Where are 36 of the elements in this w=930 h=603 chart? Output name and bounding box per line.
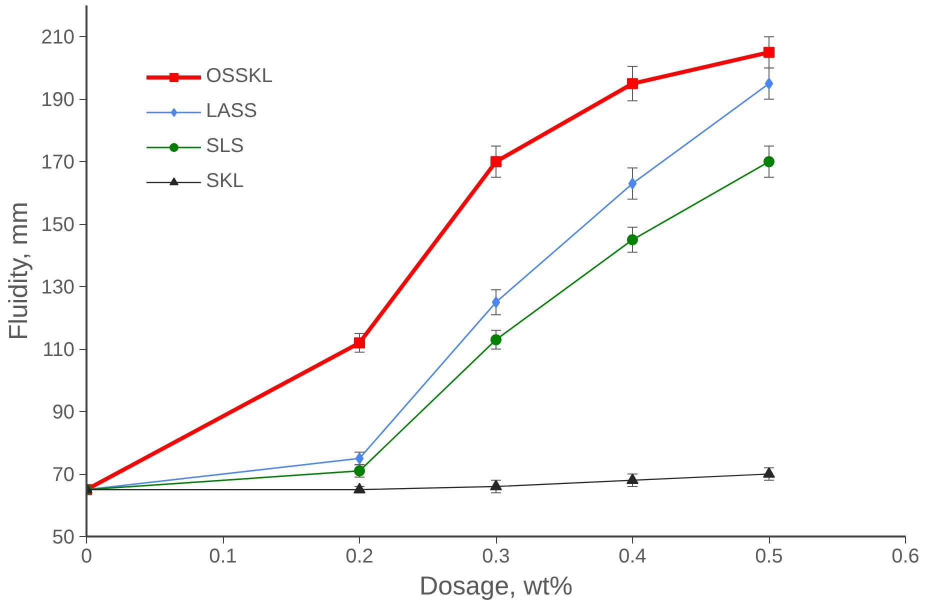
point — [354, 482, 366, 494]
legend-label: SLS — [206, 135, 244, 158]
x-tick-label: 0.4 — [618, 546, 646, 568]
x-tick-label: 0.3 — [482, 546, 510, 568]
x-tick-label: 0.2 — [346, 546, 374, 568]
point — [627, 234, 638, 246]
x-tick-label: 0.5 — [755, 546, 783, 568]
point — [354, 337, 365, 348]
y-tick-label: 90 — [52, 402, 75, 424]
point — [628, 178, 637, 190]
x-tick-label: 0.6 — [892, 546, 920, 568]
point — [764, 156, 774, 168]
point — [626, 473, 638, 484]
y-axis-title: Fluidity, mm — [3, 202, 34, 340]
legend-label: SKL — [206, 170, 244, 193]
y-tick-label: 150 — [41, 214, 75, 236]
point — [627, 78, 638, 90]
point — [764, 46, 774, 58]
point — [492, 296, 500, 308]
point — [490, 156, 502, 168]
y-tick-label: 210 — [41, 26, 75, 49]
y-tick-label: 190 — [41, 89, 75, 112]
y-tick-label: 130 — [41, 276, 75, 299]
x-tick-label: 0.1 — [209, 546, 237, 568]
y-tick-label: 70 — [52, 464, 75, 486]
point — [763, 467, 775, 478]
point — [490, 480, 502, 490]
x-tick-label: 0 — [80, 546, 92, 568]
point — [764, 78, 774, 90]
y-tick-label: 50 — [52, 526, 75, 548]
point — [490, 334, 502, 346]
legend-label: LASS — [206, 100, 258, 123]
y-tick-label: 110 — [42, 339, 75, 362]
y-tick-label: 170 — [41, 152, 75, 174]
legend-label: OSSKL — [206, 65, 273, 88]
x-axis-title: Dosage, wt% — [419, 570, 573, 600]
